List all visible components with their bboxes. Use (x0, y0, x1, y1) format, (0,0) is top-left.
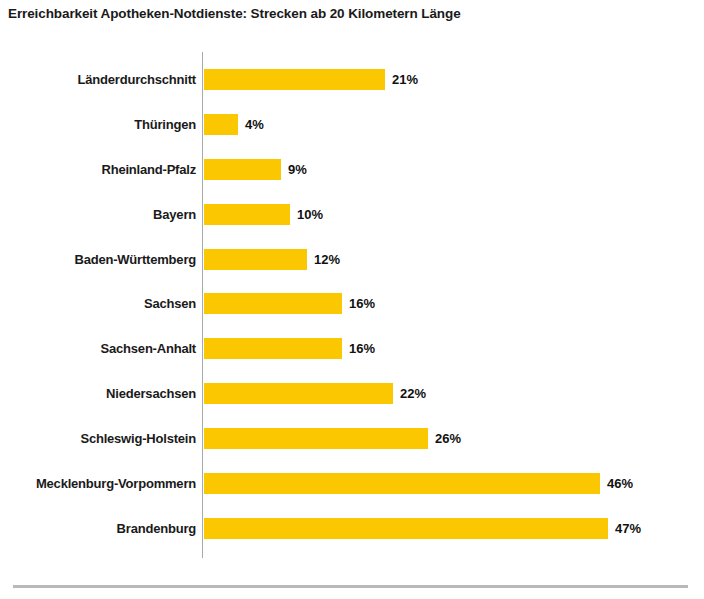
bar-row: Brandenburg 47% (0, 518, 704, 539)
bar (204, 338, 342, 359)
category-label: Sachsen (0, 293, 196, 314)
bar-track: 47% (204, 518, 641, 539)
category-label: Mecklenburg-Vorpommern (0, 473, 196, 494)
value-label: 10% (297, 207, 323, 222)
bar (204, 428, 428, 449)
bar-row: Sachsen 16% (0, 293, 704, 314)
value-label: 16% (349, 296, 375, 311)
bar-track: 16% (204, 293, 375, 314)
bar (204, 114, 238, 135)
category-label: Thüringen (0, 114, 196, 135)
bottom-divider (13, 585, 688, 588)
category-label: Sachsen-Anhalt (0, 338, 196, 359)
bar-track: 10% (204, 204, 323, 225)
category-label: Schleswig-Holstein (0, 428, 196, 449)
category-label: Baden-Württemberg (0, 249, 196, 270)
value-label: 16% (349, 341, 375, 356)
bar (204, 473, 600, 494)
bar-track: 16% (204, 338, 375, 359)
bar (204, 159, 281, 180)
chart-canvas: Erreichbarkeit Apotheken-Notdienste: Str… (0, 0, 704, 599)
bar-row: Länderdurchschnitt 21% (0, 69, 704, 90)
bar-row: Mecklenburg-Vorpommern 46% (0, 473, 704, 494)
value-label: 12% (314, 252, 340, 267)
bar-row: Sachsen-Anhalt 16% (0, 338, 704, 359)
bar-track: 26% (204, 428, 461, 449)
category-label: Länderdurchschnitt (0, 69, 196, 90)
bar (204, 249, 307, 270)
bar-track: 22% (204, 383, 426, 404)
value-label: 47% (615, 521, 641, 536)
bar-track: 46% (204, 473, 633, 494)
bar-row: Baden-Württemberg 12% (0, 249, 704, 270)
plot-area: Länderdurchschnitt 21% Thüringen 4% Rhei… (0, 52, 704, 558)
category-label: Bayern (0, 204, 196, 225)
bar-track: 12% (204, 249, 340, 270)
bar (204, 518, 608, 539)
bar (204, 204, 290, 225)
bar-row: Niedersachsen 22% (0, 383, 704, 404)
bar (204, 383, 393, 404)
bar-track: 21% (204, 69, 418, 90)
value-label: 22% (400, 386, 426, 401)
value-label: 21% (392, 72, 418, 87)
chart-title: Erreichbarkeit Apotheken-Notdienste: Str… (8, 6, 461, 21)
value-label: 9% (288, 162, 307, 177)
bar-track: 4% (204, 114, 264, 135)
bar-row: Thüringen 4% (0, 114, 704, 135)
category-label: Rheinland-Pfalz (0, 159, 196, 180)
bar-row: Bayern 10% (0, 204, 704, 225)
bar-row: Schleswig-Holstein 26% (0, 428, 704, 449)
value-label: 46% (607, 476, 633, 491)
bar (204, 293, 342, 314)
bar (204, 69, 385, 90)
bar-row: Rheinland-Pfalz 9% (0, 159, 704, 180)
category-label: Brandenburg (0, 518, 196, 539)
value-label: 4% (245, 117, 264, 132)
bar-rows: Länderdurchschnitt 21% Thüringen 4% Rhei… (0, 69, 704, 563)
bar-track: 9% (204, 159, 307, 180)
category-label: Niedersachsen (0, 383, 196, 404)
value-label: 26% (435, 431, 461, 446)
